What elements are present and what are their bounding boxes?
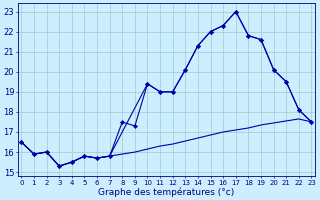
X-axis label: Graphe des températures (°c): Graphe des températures (°c) [98,187,235,197]
